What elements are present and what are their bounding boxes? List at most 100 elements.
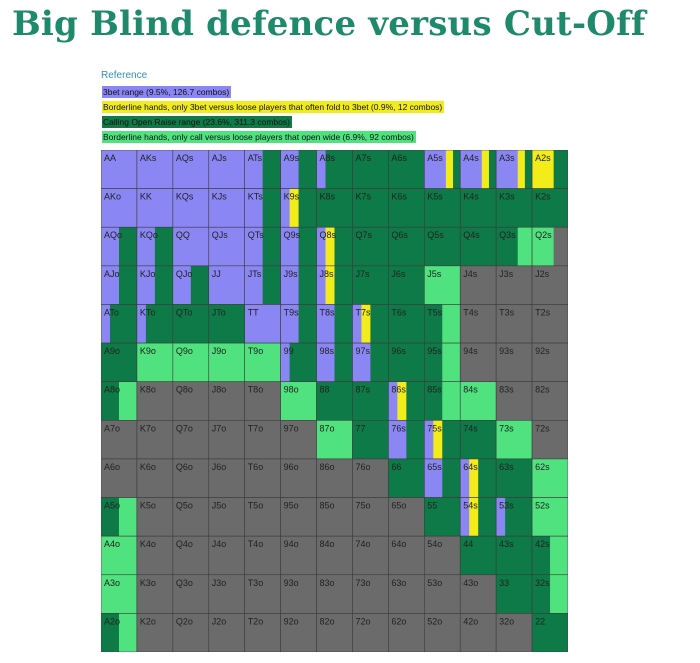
segment-b3 [325,265,335,305]
segment-call [118,227,138,267]
hand-cell-65o: 65o [388,497,425,537]
hand-label: KTs [248,192,264,202]
segment-3bet [280,265,299,305]
segment-call [298,188,317,228]
hand-label: JTo [212,307,226,317]
segment-call [532,536,551,576]
hand-cell-73o: 73o [352,574,389,614]
segment-fold [424,574,461,614]
hand-label: K4o [140,539,156,549]
hand-label: K6o [140,462,156,472]
hand-label: J5o [212,501,227,511]
hand-label: 84s [463,385,478,395]
segment-fold [172,613,210,653]
hand-label: 43o [463,578,478,588]
hand-cell-93o: 93o [280,574,317,614]
legend-item-borderline-3bet: Borderline hands, only 3bet versus loose… [102,101,445,113]
hand-label: A4s [463,153,479,163]
segment-call [496,227,519,267]
hand-label: Q9s [284,230,301,240]
hand-label: T6s [391,307,407,317]
hand-label: 32s [535,578,550,588]
hand-cell-AKo: AKo [100,188,138,228]
hand-cell-T6o: T6o [244,458,282,498]
hand-cell-Q7o: Q7o [172,420,210,460]
hand-label: AA [104,153,116,163]
hand-label: K8s [320,192,336,202]
hand-cell-43s: 43s [495,535,533,576]
segment-3bet [496,150,519,190]
segment-call [388,343,425,383]
hand-label: ATs [248,153,263,163]
hand-cell-T5o: T5o [244,497,282,537]
hand-cell-J5o: J5o [208,497,246,537]
segment-call [442,420,461,460]
hand-label: Q6s [391,230,408,240]
hand-label: A9s [284,153,300,163]
segment-call [496,188,533,228]
segment-b3 [517,150,526,190]
hand-label: T7o [248,423,264,433]
hand-label: Q4s [463,230,480,240]
hand-label: A5s [427,153,443,163]
segment-call [388,265,425,305]
segment-3bet [101,150,138,190]
hand-cell-J4o: J4o [208,535,246,576]
hand-cell-97s: 97s [352,342,389,383]
segment-call [298,150,317,190]
segment-call [101,381,120,421]
hand-cell-42o: 42o [459,613,497,653]
hand-label: 93o [284,578,299,588]
hand-label: A3s [499,153,515,163]
segment-fold [352,574,389,614]
hand-cell-T6s: T6s [388,304,425,344]
segment-fold [172,381,210,421]
hand-label: 53s [499,501,514,511]
hand-cell-AJo: AJo [100,265,138,305]
hand-cell-AA: AA [100,149,138,190]
segment-call [478,497,497,537]
hand-cell-83o: 83o [316,574,353,614]
hand-label: 93s [499,346,514,356]
hand-label: AKs [140,153,157,163]
segment-fold [244,381,282,421]
hand-cell-93s: 93s [495,342,533,383]
hand-cell-62o: 62o [388,613,425,653]
hand-cell-T9s: T9s [280,304,317,344]
hand-label: 73o [355,578,370,588]
segment-fold [352,458,389,498]
hand-cell-KK: KK [136,188,174,228]
hand-cell-75s: 75s [424,420,461,460]
segment-call [145,304,174,344]
hand-label: 55 [427,501,437,511]
segment-3bet [244,265,264,305]
hand-cell-72o: 72o [352,613,389,653]
hand-label: J2o [212,616,227,626]
hand-cell-TT: TT [244,304,282,344]
segment-call [118,265,138,305]
segment-fold [244,574,282,614]
segment-fold [280,497,317,537]
hand-label: Q5s [427,230,444,240]
segment-3bet [280,343,290,383]
segment-call [352,420,389,460]
hand-cell-Q9o: Q9o [172,342,210,383]
segment-call [496,574,533,614]
hand-label: J6o [212,462,227,472]
segment-3bet [136,188,174,228]
hand-label: 94o [284,539,299,549]
segment-call [190,265,210,305]
segment-call [388,458,425,498]
hand-cell-65s: 65s [424,458,461,498]
segment-bc [532,497,569,537]
segment-call [424,381,443,421]
segment-call [553,150,569,190]
segment-3bet [460,497,470,537]
hand-label: 86o [320,462,335,472]
hand-cell-KQs: KQs [172,188,210,228]
segment-3bet [172,227,210,267]
hand-cell-K8o: K8o [136,381,174,421]
hand-cell-Q5s: Q5s [424,226,461,267]
hand-cell-J8s: J8s [316,265,353,305]
hand-label: QQ [176,230,190,240]
